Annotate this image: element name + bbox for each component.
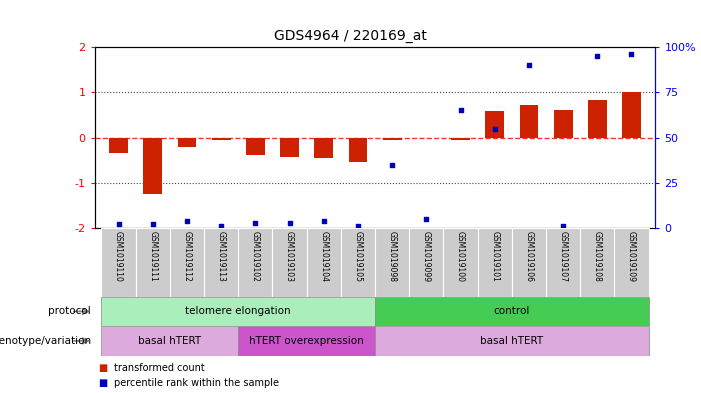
Text: GSM1019110: GSM1019110 xyxy=(114,231,123,282)
Bar xyxy=(375,326,648,356)
Bar xyxy=(375,297,648,326)
Bar xyxy=(102,297,375,326)
Bar xyxy=(177,138,196,147)
Text: telomere elongation: telomere elongation xyxy=(186,307,291,316)
Bar xyxy=(280,138,299,156)
Text: GSM1019100: GSM1019100 xyxy=(456,231,465,283)
Bar xyxy=(273,228,306,297)
Point xyxy=(386,162,397,168)
Bar xyxy=(477,228,512,297)
Point xyxy=(455,107,466,114)
Text: GSM1019112: GSM1019112 xyxy=(182,231,191,282)
Bar xyxy=(375,228,409,297)
Bar xyxy=(238,326,375,356)
Bar xyxy=(212,138,231,140)
Text: genotype/variation: genotype/variation xyxy=(0,336,91,346)
Text: GSM1019113: GSM1019113 xyxy=(217,231,226,282)
Text: GSM1019102: GSM1019102 xyxy=(251,231,260,282)
Point xyxy=(113,221,124,228)
Bar xyxy=(512,228,546,297)
Point xyxy=(250,219,261,226)
Text: hTERT overexpression: hTERT overexpression xyxy=(250,336,364,346)
Bar xyxy=(204,228,238,297)
Bar xyxy=(341,228,375,297)
Bar xyxy=(554,110,573,138)
Bar xyxy=(170,228,204,297)
Bar xyxy=(580,228,614,297)
Text: GSM1019101: GSM1019101 xyxy=(490,231,499,282)
Point xyxy=(489,125,501,132)
Point xyxy=(353,223,364,229)
Text: protocol: protocol xyxy=(48,307,91,316)
Point xyxy=(147,221,158,228)
Text: GSM1019107: GSM1019107 xyxy=(559,231,568,283)
Point xyxy=(318,218,329,224)
Bar xyxy=(588,101,606,138)
Text: GSM1019109: GSM1019109 xyxy=(627,231,636,283)
Text: ■: ■ xyxy=(98,364,107,373)
Bar xyxy=(109,138,128,153)
Bar xyxy=(238,228,273,297)
Point xyxy=(284,219,295,226)
Text: basal hTERT: basal hTERT xyxy=(480,336,543,346)
Bar xyxy=(622,92,641,138)
Text: GSM1019098: GSM1019098 xyxy=(388,231,397,283)
Bar xyxy=(306,228,341,297)
Bar xyxy=(409,228,444,297)
Bar xyxy=(546,228,580,297)
Point xyxy=(592,53,603,59)
Bar xyxy=(102,326,238,356)
Point xyxy=(524,62,535,68)
Point xyxy=(182,218,193,224)
Bar xyxy=(451,138,470,140)
Text: GSM1019104: GSM1019104 xyxy=(319,231,328,283)
Text: GSM1019106: GSM1019106 xyxy=(524,231,533,283)
Text: GDS4964 / 220169_at: GDS4964 / 220169_at xyxy=(274,29,427,43)
Text: percentile rank within the sample: percentile rank within the sample xyxy=(114,378,278,388)
Bar xyxy=(519,105,538,138)
Point xyxy=(421,216,432,222)
Point xyxy=(215,223,226,229)
Text: ■: ■ xyxy=(98,378,107,388)
Bar xyxy=(246,138,265,155)
Bar xyxy=(314,138,333,158)
Text: GSM1019111: GSM1019111 xyxy=(149,231,157,282)
Point xyxy=(557,223,569,229)
Text: control: control xyxy=(494,307,530,316)
Point xyxy=(626,51,637,57)
Text: GSM1019105: GSM1019105 xyxy=(353,231,362,283)
Bar xyxy=(485,111,504,138)
Bar xyxy=(614,228,648,297)
Text: transformed count: transformed count xyxy=(114,364,204,373)
Bar xyxy=(144,138,162,194)
Bar xyxy=(136,228,170,297)
Bar xyxy=(348,138,367,162)
Bar xyxy=(444,228,477,297)
Text: GSM1019108: GSM1019108 xyxy=(593,231,601,282)
Bar xyxy=(383,138,402,140)
Bar xyxy=(102,228,136,297)
Text: basal hTERT: basal hTERT xyxy=(138,336,201,346)
Text: GSM1019103: GSM1019103 xyxy=(285,231,294,283)
Text: GSM1019099: GSM1019099 xyxy=(422,231,431,283)
